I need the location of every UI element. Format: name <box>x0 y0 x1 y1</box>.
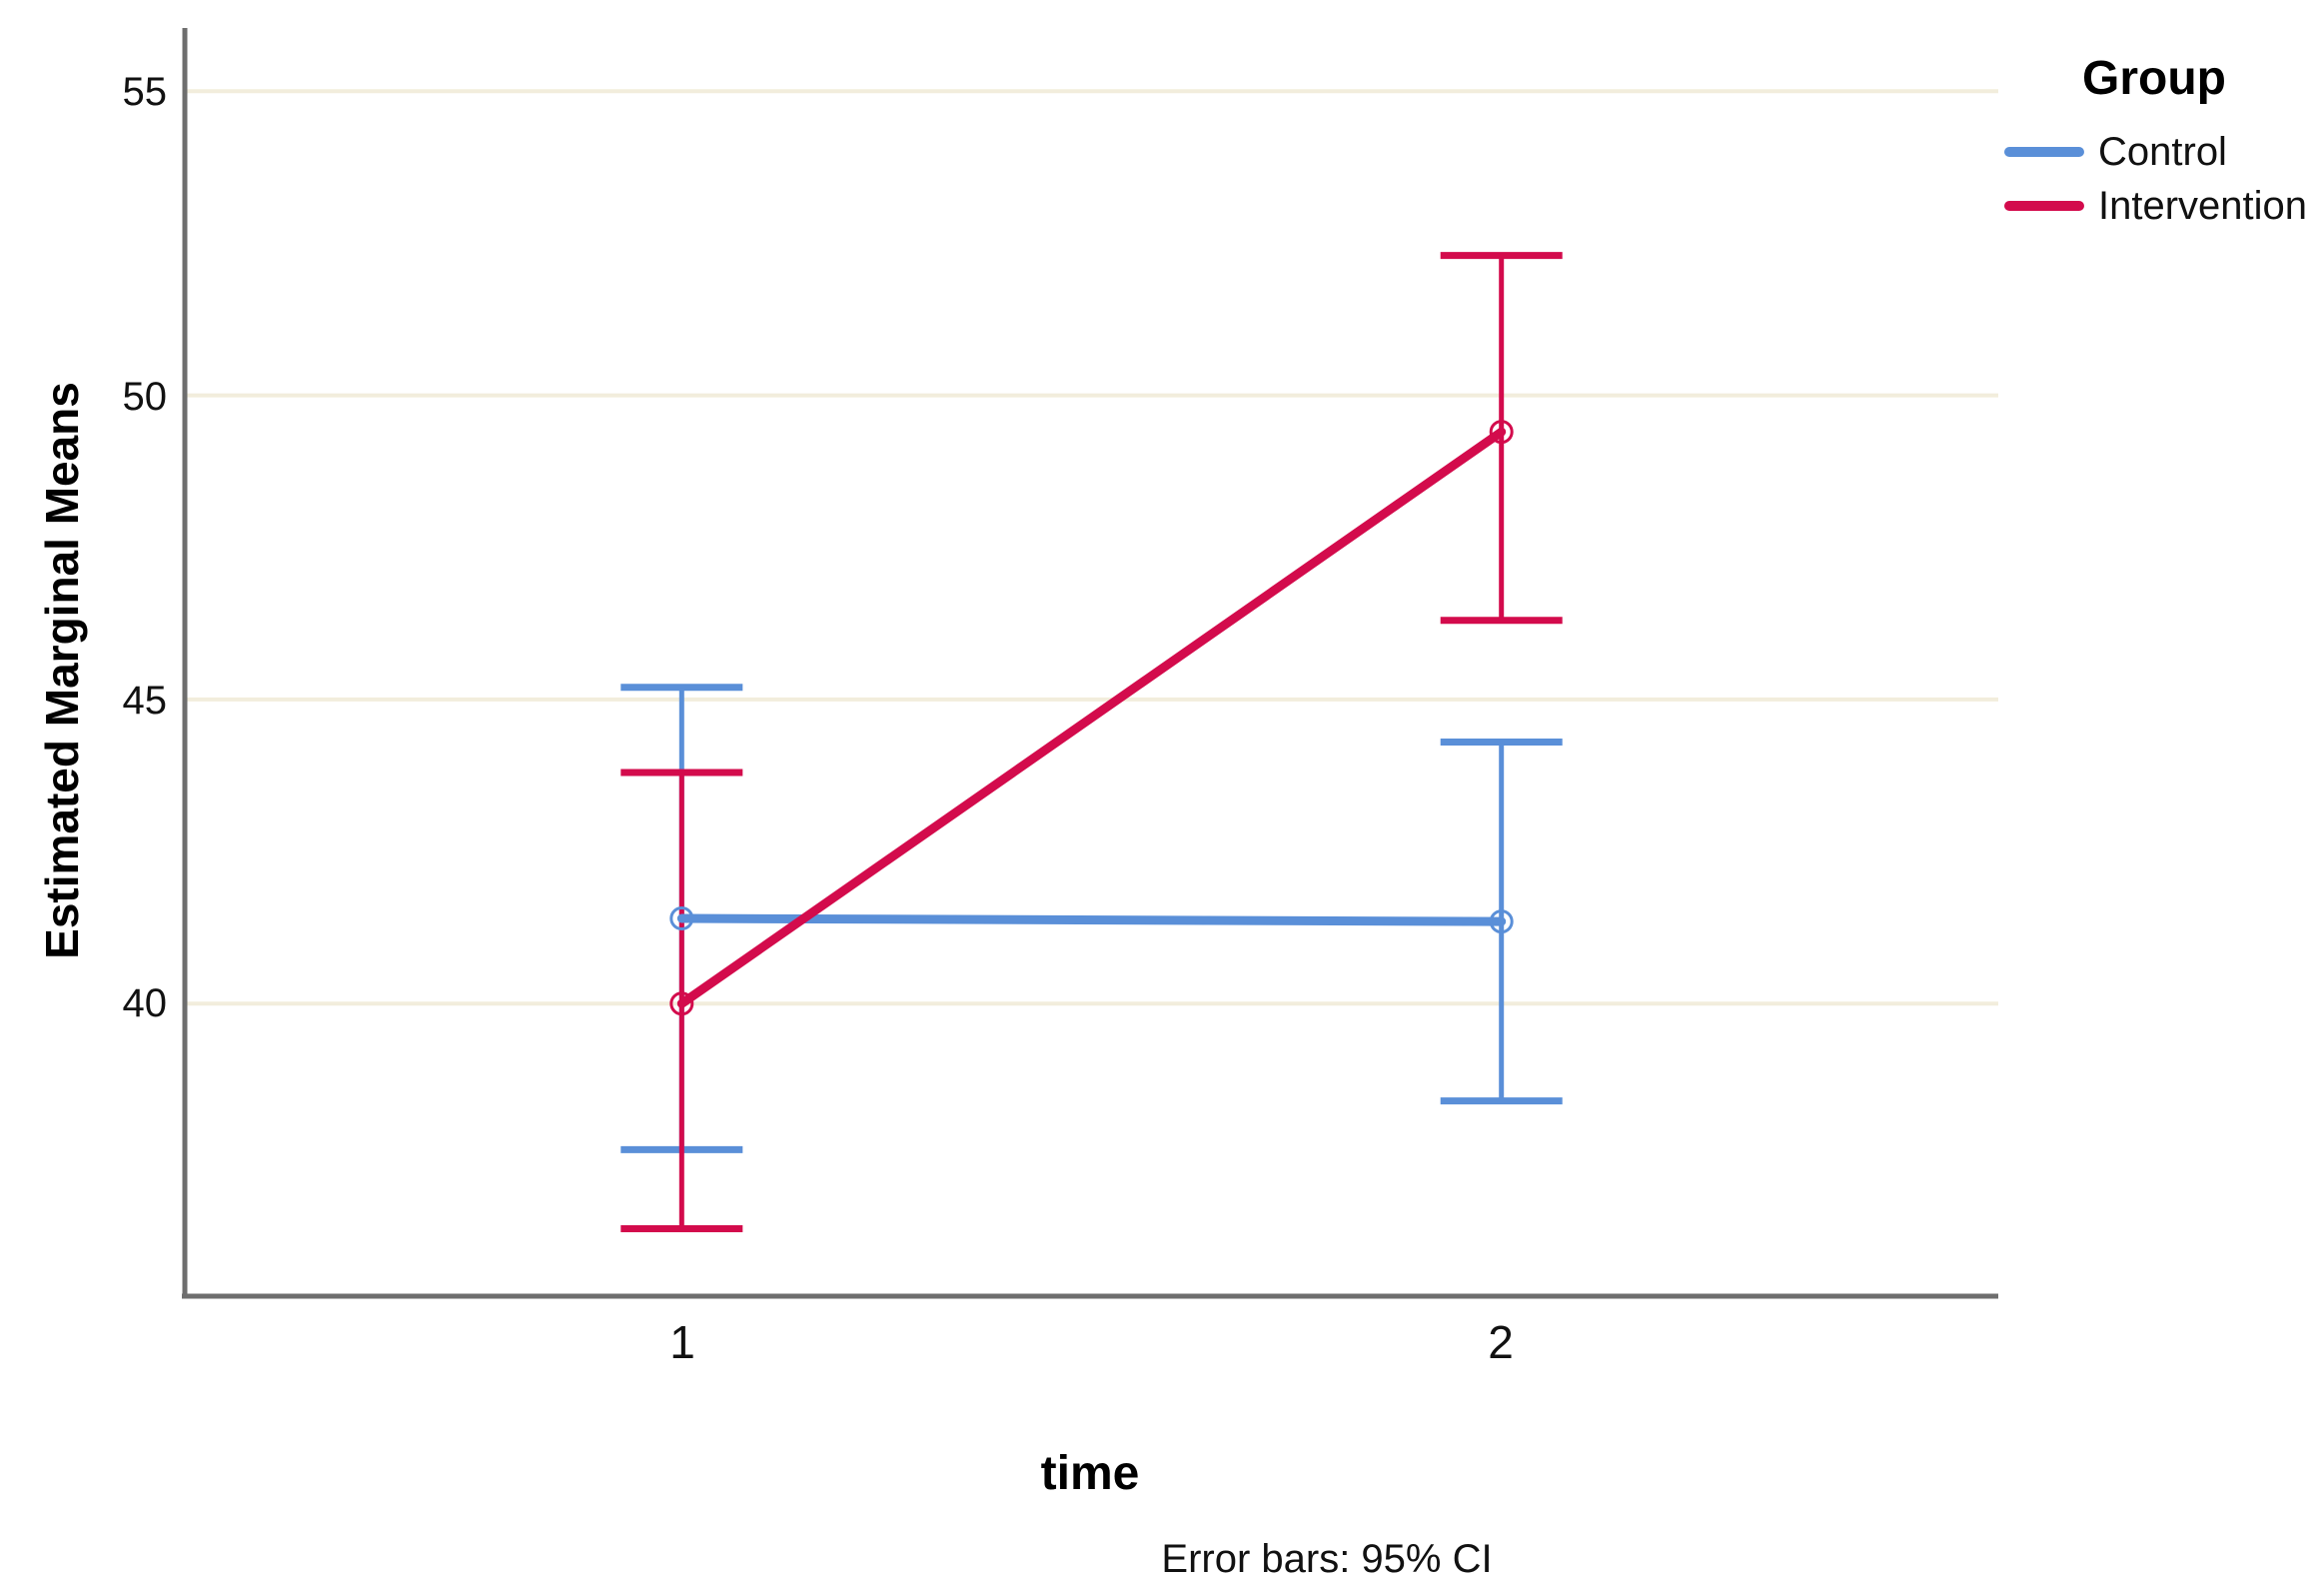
x-tick-label-2: 2 <box>1488 1316 1514 1368</box>
control-marker-t1 <box>669 906 694 931</box>
legend-label-intervention: Intervention <box>2098 184 2308 228</box>
y-tick-label-55: 55 <box>122 70 168 114</box>
control-marker-t2 <box>1489 909 1514 934</box>
intervention-line-swatch <box>2004 201 2084 211</box>
legend-item-control: Control <box>2004 130 2227 174</box>
y-tick-label-45: 45 <box>122 679 168 723</box>
legend-title: Group <box>2082 52 2226 105</box>
intervention-marker-t1 <box>669 991 694 1016</box>
y-axis-title: Estimated Marginal Means <box>36 382 88 959</box>
legend-label-control: Control <box>2098 130 2227 174</box>
control-line-swatch <box>2004 147 2084 157</box>
y-tick-label-40: 40 <box>122 981 168 1025</box>
error-bars-footnote: Error bars: 95% CI <box>1161 1537 1493 1581</box>
x-tick-label-1: 1 <box>669 1316 695 1368</box>
control-series-line <box>676 913 1507 926</box>
intervention-marker-t2 <box>1489 420 1514 445</box>
x-axis-title: time <box>1040 1447 1140 1500</box>
legend-item-intervention: Intervention <box>2004 184 2307 228</box>
intervention-series-line <box>676 427 1507 1008</box>
y-tick-label-50: 50 <box>122 375 168 419</box>
legend: Group Control Intervention <box>2004 52 2307 272</box>
